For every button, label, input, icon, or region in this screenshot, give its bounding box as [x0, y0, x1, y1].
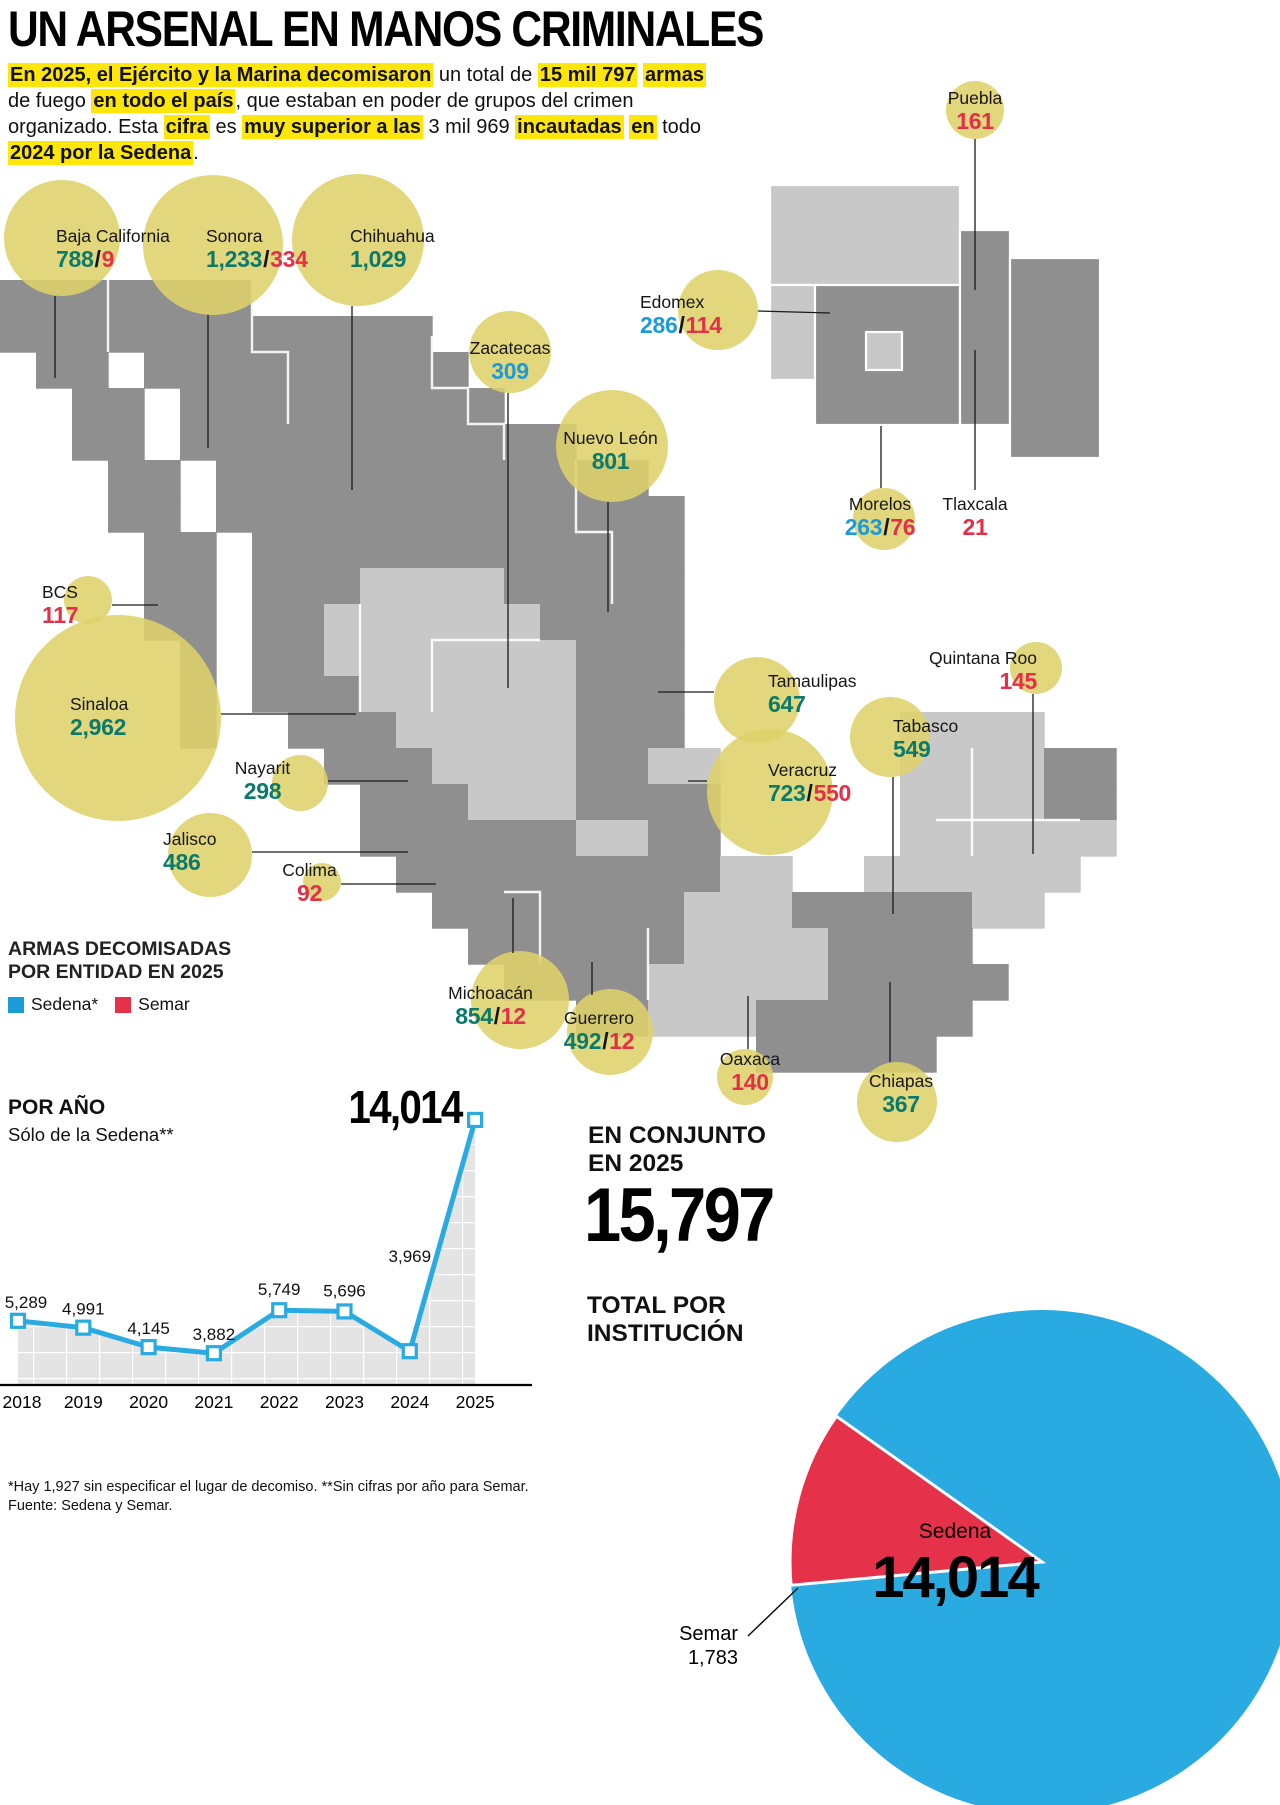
year-tick-2021: 2021 [194, 1392, 233, 1412]
bubble-edomex [678, 270, 758, 350]
leader-edomex [757, 310, 831, 314]
intro-plain: un total de [433, 64, 538, 86]
bubble-tamaulipas [714, 657, 800, 743]
year-tick-2022: 2022 [260, 1392, 299, 1412]
legend-title: ARMAS DECOMISADAS POR ENTIDAD EN 2025 [8, 938, 231, 984]
sedena-swatch [8, 996, 24, 1013]
semar-pointer-line [747, 1587, 799, 1637]
intro-plain: . [193, 142, 199, 164]
bubble-michoacan [471, 951, 569, 1049]
intro-highlight: En 2025, el Ejército y la Marina decomis… [8, 63, 434, 87]
legend-sedena-label: Sedena* [31, 994, 99, 1014]
pie-semar-label: Semar 1,783 [638, 1622, 738, 1670]
bubble-nayarit [272, 755, 328, 811]
institution-heading-line2: INSTITUCIÓN [587, 1320, 744, 1347]
bubble-bcs [64, 576, 112, 624]
pie-sedena-value: 14,014 [872, 1545, 1039, 1610]
year-tick-2025: 2025 [456, 1392, 495, 1412]
legend-semar-label: Semar [138, 994, 190, 1014]
intro-plain: es [209, 116, 243, 138]
total-heading-line2: EN 2025 [588, 1150, 684, 1177]
bubble-morelos [853, 488, 915, 550]
point-label-2019: 4,991 [62, 1300, 105, 1319]
line-chart-header: POR AÑO Sólo de la Sedena** [8, 1096, 174, 1146]
line-chart-subtitle: Sólo de la Sedena** [8, 1124, 174, 1145]
point-label-2024: 3,969 [389, 1247, 432, 1266]
seizure-bubbles [4, 81, 1062, 1142]
bubble-sonora [143, 175, 283, 315]
institution-heading: TOTAL POR INSTITUCIÓN [587, 1292, 744, 1348]
pie-sedena-label: Sedena [918, 1520, 992, 1543]
bubble-colima [303, 863, 341, 901]
total-heading-line1: EN CONJUNTO [588, 1122, 766, 1149]
intro-text: En 2025, el Ejército y la Marina decomis… [8, 62, 708, 166]
intro-highlight: incautadas [515, 115, 624, 139]
bubble-jalisco [168, 813, 252, 897]
bubble-baja-california [4, 180, 120, 296]
pie-semar-value: 1,783 [687, 1647, 738, 1669]
page-title: UN ARSENAL EN MANOS CRIMINALES [8, 1, 764, 57]
year-tick-2023: 2023 [325, 1392, 364, 1412]
point-label-2023: 5,696 [323, 1281, 366, 1300]
legend-title-line1: ARMAS DECOMISADAS [8, 938, 232, 960]
pie-semar-name: Semar [679, 1623, 738, 1645]
line-chart: 2018 2019 2020 2021 2022 2023 2024 2025 5,289 4,9… [0, 1111, 532, 1412]
pie-semar-slice [788, 1414, 1047, 1587]
legend-items: Sedena* Semar [8, 994, 231, 1015]
year-tick-2018: 2018 [3, 1392, 42, 1412]
year-tick-2024: 2024 [390, 1392, 429, 1412]
year-tick-2019: 2019 [64, 1392, 103, 1412]
intro-highlight: en todo el país [91, 89, 236, 113]
point-label-2020: 4,145 [127, 1319, 170, 1338]
footnotes: *Hay 1,927 sin especificar el lugar de d… [8, 1478, 529, 1516]
bubble-puebla [946, 81, 1004, 139]
bubble-chiapas [857, 1062, 937, 1142]
intro-plain: de fuego [8, 90, 92, 112]
intro-plain: todo [656, 116, 702, 138]
central-mexico-inset-map [768, 183, 1102, 460]
leader-lines [54, 139, 1034, 1062]
map-legend: ARMAS DECOMISADAS POR ENTIDAD EN 2025 Se… [8, 938, 231, 1015]
intro-highlight: 15 mil 797 [537, 63, 638, 87]
grand-total-value: 15,797 [584, 1173, 775, 1258]
intro-highlight: muy superior a las [242, 115, 423, 139]
total-heading: EN CONJUNTO EN 2025 [588, 1122, 766, 1178]
footnote-line1: *Hay 1,927 sin especificar el lugar de d… [8, 1479, 529, 1495]
intro-highlight: cifra [163, 115, 210, 139]
line-chart-peak-label: 14,014 [348, 1081, 463, 1133]
legend-title-line2: POR ENTIDAD EN 2025 [8, 961, 224, 983]
footnote-line2: Fuente: Sedena y Semar. [8, 1498, 173, 1514]
intro-highlight: armas [643, 63, 706, 87]
semar-swatch [115, 996, 132, 1013]
intro-plain: 3 mil 969 [422, 116, 516, 138]
bubble-chihuahua [292, 174, 424, 306]
institution-heading-line1: TOTAL POR [587, 1292, 726, 1319]
intro-plain: , que estaban en poder de grupos del cri… [8, 90, 634, 138]
pie-chart [747, 1310, 1280, 1805]
intro-highlight: en [629, 115, 657, 139]
bubble-tabasco [850, 697, 930, 777]
intro-highlight: 2024 por la Sedena [8, 141, 194, 165]
bubble-nuevo-leon [556, 390, 668, 502]
year-tick-2020: 2020 [129, 1392, 168, 1412]
bubble-zacatecas [469, 311, 551, 393]
bubble-oaxaca [717, 1049, 773, 1105]
point-label-2021: 3,882 [193, 1325, 236, 1344]
point-label-2018: 5,289 [5, 1293, 48, 1312]
state-borders [106, 280, 1080, 1000]
bubble-sinaloa [15, 615, 221, 821]
bubble-guerrero [567, 989, 653, 1075]
bubble-quintana-roo [1010, 642, 1062, 694]
point-label-2022: 5,749 [258, 1280, 301, 1299]
line-chart-title: POR AÑO [8, 1096, 106, 1119]
bubble-veracruz [707, 729, 833, 855]
